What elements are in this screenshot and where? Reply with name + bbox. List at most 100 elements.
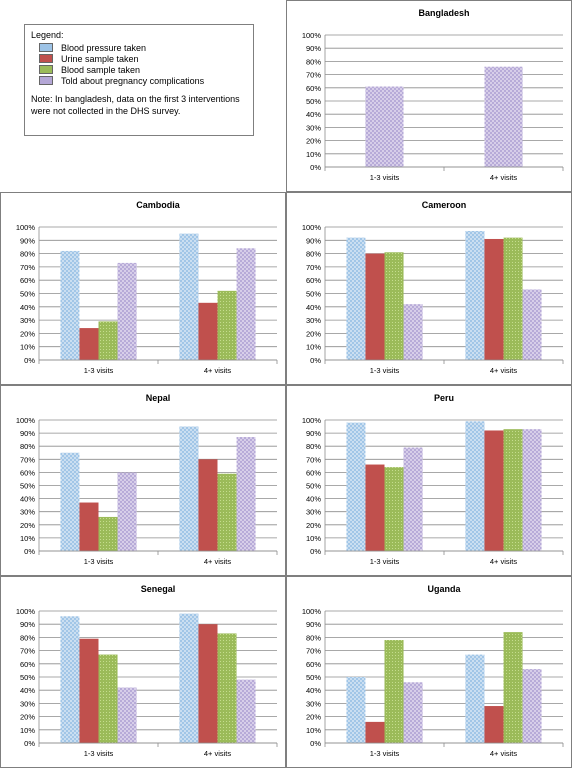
legend-label: Told about pregnancy complications — [61, 75, 205, 86]
chart-panel-cameroon: Cameroon 0% 10% 20% 30% 40% 50% 60% 70% 80% 90% 100… — [286, 192, 572, 385]
y-tick-label: 50% — [20, 482, 35, 491]
legend-label: Urine sample taken — [61, 53, 139, 64]
legend-label: Blood pressure taken — [61, 42, 147, 53]
chart-svg: Cameroon 0% 10% 20% 30% 40% 50% 60% 70% 80% 90% 100… — [302, 200, 564, 375]
y-tick-label: 0% — [310, 356, 321, 365]
y-tick-label: 40% — [20, 686, 35, 695]
y-tick-label: 40% — [306, 303, 321, 312]
y-tick-label: 100% — [16, 607, 36, 616]
y-tick-label: 70% — [306, 71, 321, 80]
bar-told-about-pregnancy-complications — [522, 429, 542, 551]
bar-blood-pressure-taken — [179, 613, 199, 743]
y-tick-label: 40% — [306, 686, 321, 695]
y-tick-label: 50% — [306, 290, 321, 299]
y-tick-label: 80% — [306, 57, 321, 66]
chart-svg: Cambodia 0% 10% 20% 30% 40% 50% 60% 70% 80% 90% 100… — [16, 200, 278, 375]
bar-told-about-pregnancy-complications — [236, 437, 256, 551]
chart-title: Cameroon — [422, 200, 467, 210]
bar-blood-sample-taken — [503, 237, 523, 360]
y-tick-label: 20% — [306, 329, 321, 338]
y-tick-label: 20% — [306, 521, 321, 530]
bar-blood-pressure-taken — [346, 677, 366, 743]
x-tick-label: 1-3 visits — [370, 173, 400, 182]
y-tick-label: 80% — [306, 633, 321, 642]
y-tick-label: 80% — [306, 442, 321, 451]
bar-told-about-pregnancy-complications — [236, 679, 256, 743]
x-tick-label: 4+ visits — [204, 557, 232, 566]
bar-urine-sample-taken — [365, 721, 385, 743]
y-tick-label: 70% — [306, 263, 321, 272]
x-tick-label: 4+ visits — [204, 366, 232, 375]
y-tick-label: 0% — [24, 356, 35, 365]
y-tick-label: 30% — [306, 123, 321, 132]
bar-blood-pressure-taken — [346, 422, 366, 551]
y-tick-label: 100% — [16, 223, 36, 232]
bar-blood-pressure-taken — [465, 421, 485, 551]
bar-blood-sample-taken — [503, 632, 523, 743]
y-tick-label: 0% — [310, 739, 321, 748]
y-tick-label: 70% — [306, 647, 321, 656]
bar-told-about-pregnancy-complications — [117, 472, 137, 551]
y-tick-label: 50% — [306, 482, 321, 491]
y-tick-label: 10% — [306, 343, 321, 352]
legend-item: Told about pregnancy complications — [39, 75, 247, 86]
y-tick-label: 40% — [306, 495, 321, 504]
bar-blood-pressure-taken — [465, 654, 485, 743]
y-tick-label: 0% — [310, 163, 321, 172]
bar-urine-sample-taken — [484, 238, 504, 360]
y-tick-label: 60% — [306, 276, 321, 285]
y-tick-label: 80% — [20, 250, 35, 259]
x-tick-label: 1-3 visits — [370, 749, 400, 758]
y-tick-label: 30% — [20, 316, 35, 325]
bar-blood-pressure-taken — [60, 452, 80, 551]
chart-panel-bangladesh: Bangladesh 0% 10% 20% 30% 40% 50% 60% 70% 80% 90% 1… — [286, 0, 572, 192]
bar-blood-sample-taken — [384, 640, 404, 743]
chart-panel-senegal: Senegal 0% 10% 20% 30% 40% 50% 60% 70% 80% 90% 100%… — [0, 576, 286, 768]
legend-swatch-blood-sample — [39, 65, 53, 74]
y-tick-label: 40% — [306, 110, 321, 119]
y-tick-label: 40% — [20, 303, 35, 312]
bar-urine-sample-taken — [365, 253, 385, 360]
bar-told-about-pregnancy-complications — [403, 682, 423, 743]
y-tick-label: 60% — [306, 84, 321, 93]
y-tick-label: 100% — [302, 31, 322, 40]
x-tick-label: 4+ visits — [204, 749, 232, 758]
x-tick-label: 1-3 visits — [370, 366, 400, 375]
legend-swatch-pregnancy-complications — [39, 76, 53, 85]
y-tick-label: 90% — [20, 236, 35, 245]
bar-told-about-pregnancy-complications — [117, 262, 137, 360]
y-tick-label: 90% — [306, 620, 321, 629]
y-tick-label: 10% — [306, 150, 321, 159]
y-tick-label: 70% — [20, 455, 35, 464]
y-tick-label: 80% — [306, 250, 321, 259]
bar-urine-sample-taken — [484, 430, 504, 551]
bar-blood-pressure-taken — [346, 237, 366, 360]
chart-title: Uganda — [427, 584, 461, 594]
chart-title: Senegal — [141, 584, 176, 594]
bar-urine-sample-taken — [79, 638, 99, 743]
legend-label: Blood sample taken — [61, 64, 141, 75]
chart-panel-uganda: Uganda 0% 10% 20% 30% 40% 50% 60% 70% 80% 90% 100% 1… — [286, 576, 572, 768]
y-tick-label: 10% — [20, 726, 35, 735]
bar-urine-sample-taken — [79, 502, 99, 551]
bar-blood-sample-taken — [217, 633, 237, 743]
y-tick-label: 30% — [20, 508, 35, 517]
y-tick-label: 50% — [20, 673, 35, 682]
bar-blood-pressure-taken — [179, 233, 199, 360]
bar-blood-pressure-taken — [465, 230, 485, 360]
bar-told-about-pregnancy-complications — [365, 86, 404, 167]
bar-told-about-pregnancy-complications — [522, 669, 542, 743]
x-tick-label: 1-3 visits — [84, 557, 114, 566]
chart-svg: Peru 0% 10% 20% 30% 40% 50% 60% 70% 80% 90% 100% 1-3… — [302, 393, 564, 566]
bar-urine-sample-taken — [365, 464, 385, 551]
bar-told-about-pregnancy-complications — [484, 66, 523, 167]
bar-urine-sample-taken — [198, 459, 218, 551]
chart-title: Peru — [434, 393, 454, 403]
y-tick-label: 100% — [302, 223, 322, 232]
y-tick-label: 90% — [306, 429, 321, 438]
bar-blood-sample-taken — [384, 252, 404, 360]
x-tick-label: 4+ visits — [490, 366, 518, 375]
y-tick-label: 70% — [20, 647, 35, 656]
y-tick-label: 80% — [20, 633, 35, 642]
bar-told-about-pregnancy-complications — [236, 248, 256, 360]
